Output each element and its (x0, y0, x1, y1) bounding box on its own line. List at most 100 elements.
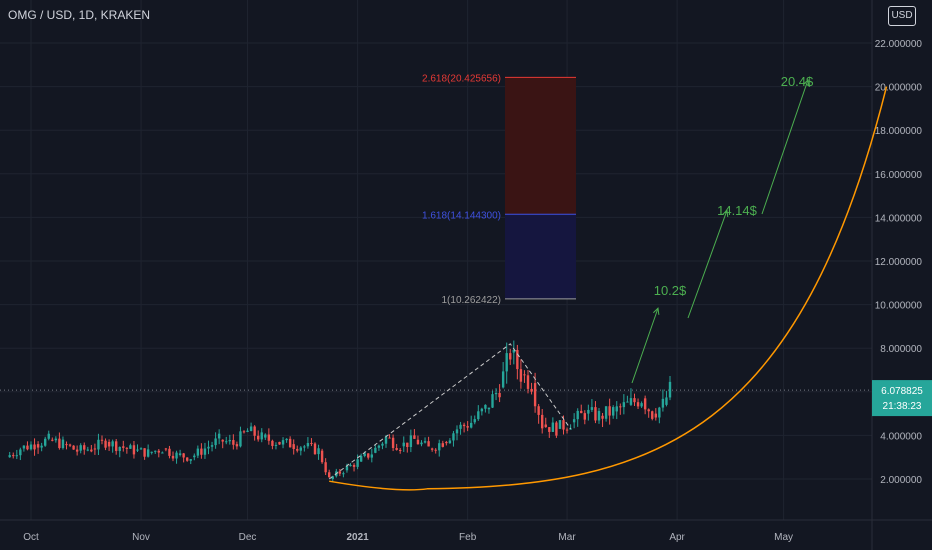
y-tick-label: 14.000000 (875, 213, 923, 224)
candle-body (470, 422, 473, 428)
candle-body (569, 428, 572, 430)
candle-body (484, 404, 487, 409)
candle-body (221, 439, 224, 442)
candle-body (331, 476, 334, 479)
candle-body (40, 445, 43, 448)
candle-body (200, 448, 203, 455)
candle-body (430, 448, 434, 450)
candle-body (125, 447, 129, 449)
candle-body (239, 431, 242, 447)
candle-body (29, 444, 33, 450)
candle-body (274, 444, 278, 446)
candle-body (157, 450, 160, 453)
candle-body (235, 444, 239, 447)
candle-body (640, 403, 643, 407)
candle-body (72, 445, 75, 450)
candle-body (299, 447, 302, 451)
candle-body (36, 444, 40, 448)
fib-level-label: 2.618(20.425656) (422, 73, 501, 84)
candle-body (22, 445, 26, 449)
candle-body (281, 440, 285, 445)
candle-body (225, 441, 228, 443)
candle-body (594, 407, 597, 421)
target-arrow (631, 308, 658, 384)
candle-body (118, 446, 121, 451)
candle-body (171, 455, 175, 459)
candle-body (651, 411, 654, 419)
candle-body (246, 430, 249, 432)
candle-body (622, 402, 626, 408)
candle-body (93, 448, 97, 450)
candle-body (619, 406, 622, 408)
x-tick-label: Oct (23, 532, 39, 543)
candle-body (296, 449, 299, 451)
candle-body (359, 455, 363, 462)
candle-body (558, 420, 562, 429)
candle-body (519, 369, 523, 382)
candle-body (210, 445, 214, 447)
parabolic-curve (329, 86, 888, 491)
x-tick-label: Nov (132, 532, 150, 543)
fib-level-label: 1(10.262422) (442, 295, 502, 306)
candle-body (232, 440, 235, 445)
candle-body (661, 398, 665, 408)
candle-body (541, 414, 544, 429)
candle-body (494, 392, 498, 395)
candle-body (530, 388, 533, 392)
candle-body (580, 410, 583, 414)
candle-body (597, 411, 601, 421)
candle-body (264, 434, 267, 438)
candle-body (427, 441, 430, 447)
candle-body (228, 440, 231, 442)
y-tick-label: 18.000000 (875, 126, 923, 137)
candle-body (452, 433, 455, 441)
candle-body (136, 449, 139, 451)
candle-body (214, 438, 217, 446)
x-tick-label: May (774, 532, 793, 543)
candle-body (466, 426, 469, 428)
candle-body (303, 446, 306, 448)
currency-button[interactable]: USD (888, 6, 916, 26)
candle-body (178, 453, 182, 456)
candle-body (445, 441, 448, 444)
candle-body (217, 433, 221, 439)
candle-body (122, 446, 125, 448)
candle-body (19, 449, 22, 456)
candle-body (26, 445, 29, 450)
target-arrow (761, 80, 808, 215)
x-tick-label: Mar (558, 532, 576, 543)
candle-body (182, 453, 185, 458)
candle-body (146, 449, 150, 457)
candle-body (377, 445, 381, 448)
candle-body (154, 450, 157, 452)
candle-body (537, 406, 540, 415)
candle-body (61, 439, 65, 449)
candle-body (544, 424, 547, 428)
candle-body (395, 447, 398, 450)
candle-body (498, 392, 501, 398)
candle-body (629, 398, 633, 405)
candle-body (58, 438, 61, 449)
candle-body (260, 432, 263, 440)
candle-body (491, 394, 494, 408)
target-arrow (687, 210, 727, 319)
candle-body (388, 437, 391, 439)
candle-body (416, 439, 420, 445)
candle-body (423, 441, 427, 443)
candle-body (533, 383, 537, 407)
candle-body (292, 444, 295, 450)
candle-body (285, 438, 288, 441)
candle-body (523, 374, 526, 376)
candle-body (434, 449, 437, 451)
y-tick-label: 10.000000 (875, 301, 923, 312)
candle-body (107, 441, 111, 447)
fib-zone-lower (505, 214, 576, 299)
candle-body (15, 455, 18, 457)
candle-body (643, 398, 647, 410)
candle-body (587, 409, 590, 414)
candle-body (115, 441, 118, 451)
candle-body (590, 407, 594, 410)
candle-body (68, 444, 72, 446)
